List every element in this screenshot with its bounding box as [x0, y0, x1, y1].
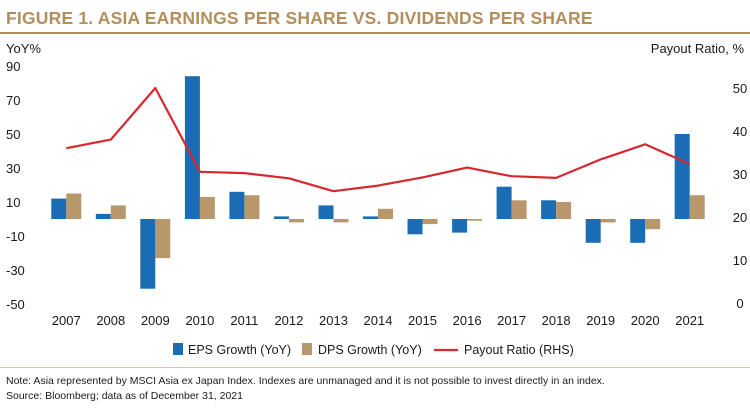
- y2-tick-label: 10: [733, 253, 747, 268]
- eps-bar: [95, 213, 111, 219]
- dps-bar: [689, 195, 705, 219]
- dps-bar: [66, 193, 82, 219]
- x-tick-label: 2019: [586, 313, 615, 328]
- y2-tick-label: 50: [733, 81, 747, 96]
- legend-label-eps: EPS Growth (YoY): [188, 343, 291, 357]
- y-tick-label: 70: [6, 93, 20, 108]
- dps-bar: [645, 219, 661, 230]
- dps-bar: [288, 219, 304, 223]
- x-tick-label: 2015: [408, 313, 437, 328]
- y2-axis-label: Payout Ratio, %: [651, 41, 745, 56]
- eps-bar: [363, 216, 378, 219]
- eps-bar: [184, 76, 200, 219]
- y2-tick-label: 20: [733, 210, 747, 225]
- eps-bar: [51, 198, 67, 219]
- x-tick-label: 2009: [141, 313, 170, 328]
- payout-ratio-line: [66, 86, 691, 193]
- legend-swatch-eps: [173, 343, 183, 355]
- x-tick-label: 2016: [453, 313, 482, 328]
- figure-title: FIGURE 1. ASIA EARNINGS PER SHARE VS. DI…: [6, 8, 593, 28]
- x-tick-label: 2008: [96, 313, 125, 328]
- eps-bar: [541, 200, 557, 219]
- x-tick-label: 2020: [631, 313, 660, 328]
- y-tick-label: 50: [6, 127, 20, 142]
- eps-bar: [273, 216, 289, 219]
- y-tick-label: 90: [6, 59, 20, 74]
- y2-tick-label: 0: [736, 296, 743, 311]
- y-tick-label: -10: [6, 229, 25, 244]
- x-tick-label: 2013: [319, 313, 348, 328]
- y-tick-label: 30: [6, 161, 20, 176]
- footer-rule: [0, 367, 750, 368]
- dps-bar: [511, 200, 527, 219]
- dps-bar: [244, 195, 260, 219]
- x-tick-label: 2018: [542, 313, 571, 328]
- eps-bar: [674, 134, 690, 219]
- x-tick-label: 2017: [497, 313, 526, 328]
- footnote: Note: Asia represented by MSCI Asia ex J…: [6, 375, 605, 387]
- eps-bar: [407, 219, 423, 235]
- y-tick-label: -50: [6, 297, 25, 312]
- dps-bar: [378, 208, 393, 219]
- eps-bar: [452, 219, 468, 233]
- eps-bar: [496, 186, 512, 219]
- x-tick-label: 2011: [230, 313, 258, 328]
- dps-bar: [333, 219, 349, 223]
- y-tick-label: 10: [6, 195, 20, 210]
- x-tick-label: 2007: [52, 313, 81, 328]
- dps-bar: [600, 219, 616, 223]
- title-rule: [0, 32, 750, 34]
- eps-bar: [585, 219, 601, 243]
- source-note: Source: Bloomberg; data as of December 3…: [6, 390, 243, 402]
- y2-tick-label: 40: [733, 124, 747, 139]
- x-tick-label: 2014: [364, 313, 393, 328]
- y-axis-label: YoY%: [6, 41, 41, 56]
- dps-bar: [199, 196, 215, 219]
- legend-swatch-dps: [302, 343, 312, 355]
- eps-bar: [630, 219, 646, 243]
- eps-bar: [140, 219, 156, 289]
- x-tick-label: 2012: [274, 313, 303, 328]
- eps-bar: [229, 191, 245, 219]
- legend-label-payout: Payout Ratio (RHS): [464, 343, 574, 357]
- x-tick-label: 2010: [185, 313, 214, 328]
- dps-bar: [467, 219, 483, 221]
- dps-bar: [422, 219, 438, 225]
- y2-tick-label: 30: [733, 167, 747, 182]
- dps-bar: [556, 202, 572, 219]
- eps-bar: [318, 205, 334, 219]
- y-tick-label: -30: [6, 263, 25, 278]
- x-tick-label: 2021: [675, 313, 704, 328]
- dps-bar: [155, 219, 171, 259]
- legend-label-dps: DPS Growth (YoY): [318, 343, 422, 357]
- dps-bar: [110, 205, 126, 219]
